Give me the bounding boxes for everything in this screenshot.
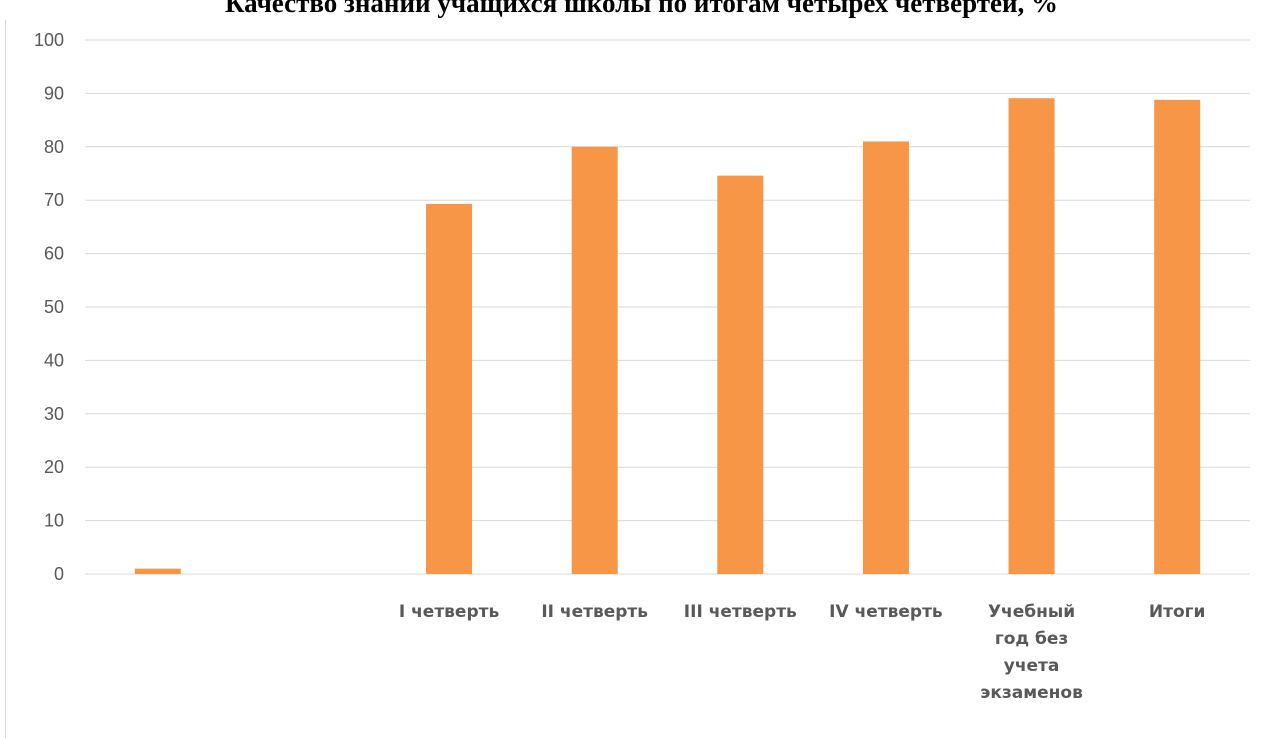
y-tick-label: 40 <box>44 350 64 370</box>
bar <box>571 146 618 575</box>
x-tick-label: экзаменов <box>980 683 1083 703</box>
chart-frame <box>5 20 1275 738</box>
chart-title: Качество знаний учащихся школы по итогам… <box>224 0 1059 18</box>
y-tick-label: 70 <box>44 190 64 210</box>
y-tick-label: 50 <box>44 297 64 317</box>
bar <box>717 175 764 575</box>
y-tick-label: 20 <box>44 457 64 477</box>
x-tick-label: Итоги <box>1149 602 1206 622</box>
x-tick-label: год без <box>995 629 1069 649</box>
x-tick-label: Учебный <box>988 602 1075 622</box>
x-tick-label: учета <box>1004 656 1060 676</box>
y-tick-label: 100 <box>34 30 64 50</box>
x-tick-label: I четверть <box>399 602 499 622</box>
bar <box>426 203 473 575</box>
x-tick-label: III четверть <box>684 602 797 622</box>
y-tick-label: 0 <box>54 564 64 584</box>
y-tick-label: 60 <box>44 244 64 264</box>
y-tick-label: 90 <box>44 83 64 103</box>
y-tick-label: 10 <box>44 511 64 531</box>
x-tick-label: II четверть <box>541 602 648 622</box>
x-tick-label: IV четверть <box>829 602 943 622</box>
bar <box>862 141 909 574</box>
bar <box>1008 98 1055 575</box>
y-tick-label: 80 <box>44 137 64 157</box>
bar <box>1154 99 1201 575</box>
y-tick-label: 30 <box>44 404 64 424</box>
bar <box>134 568 181 574</box>
